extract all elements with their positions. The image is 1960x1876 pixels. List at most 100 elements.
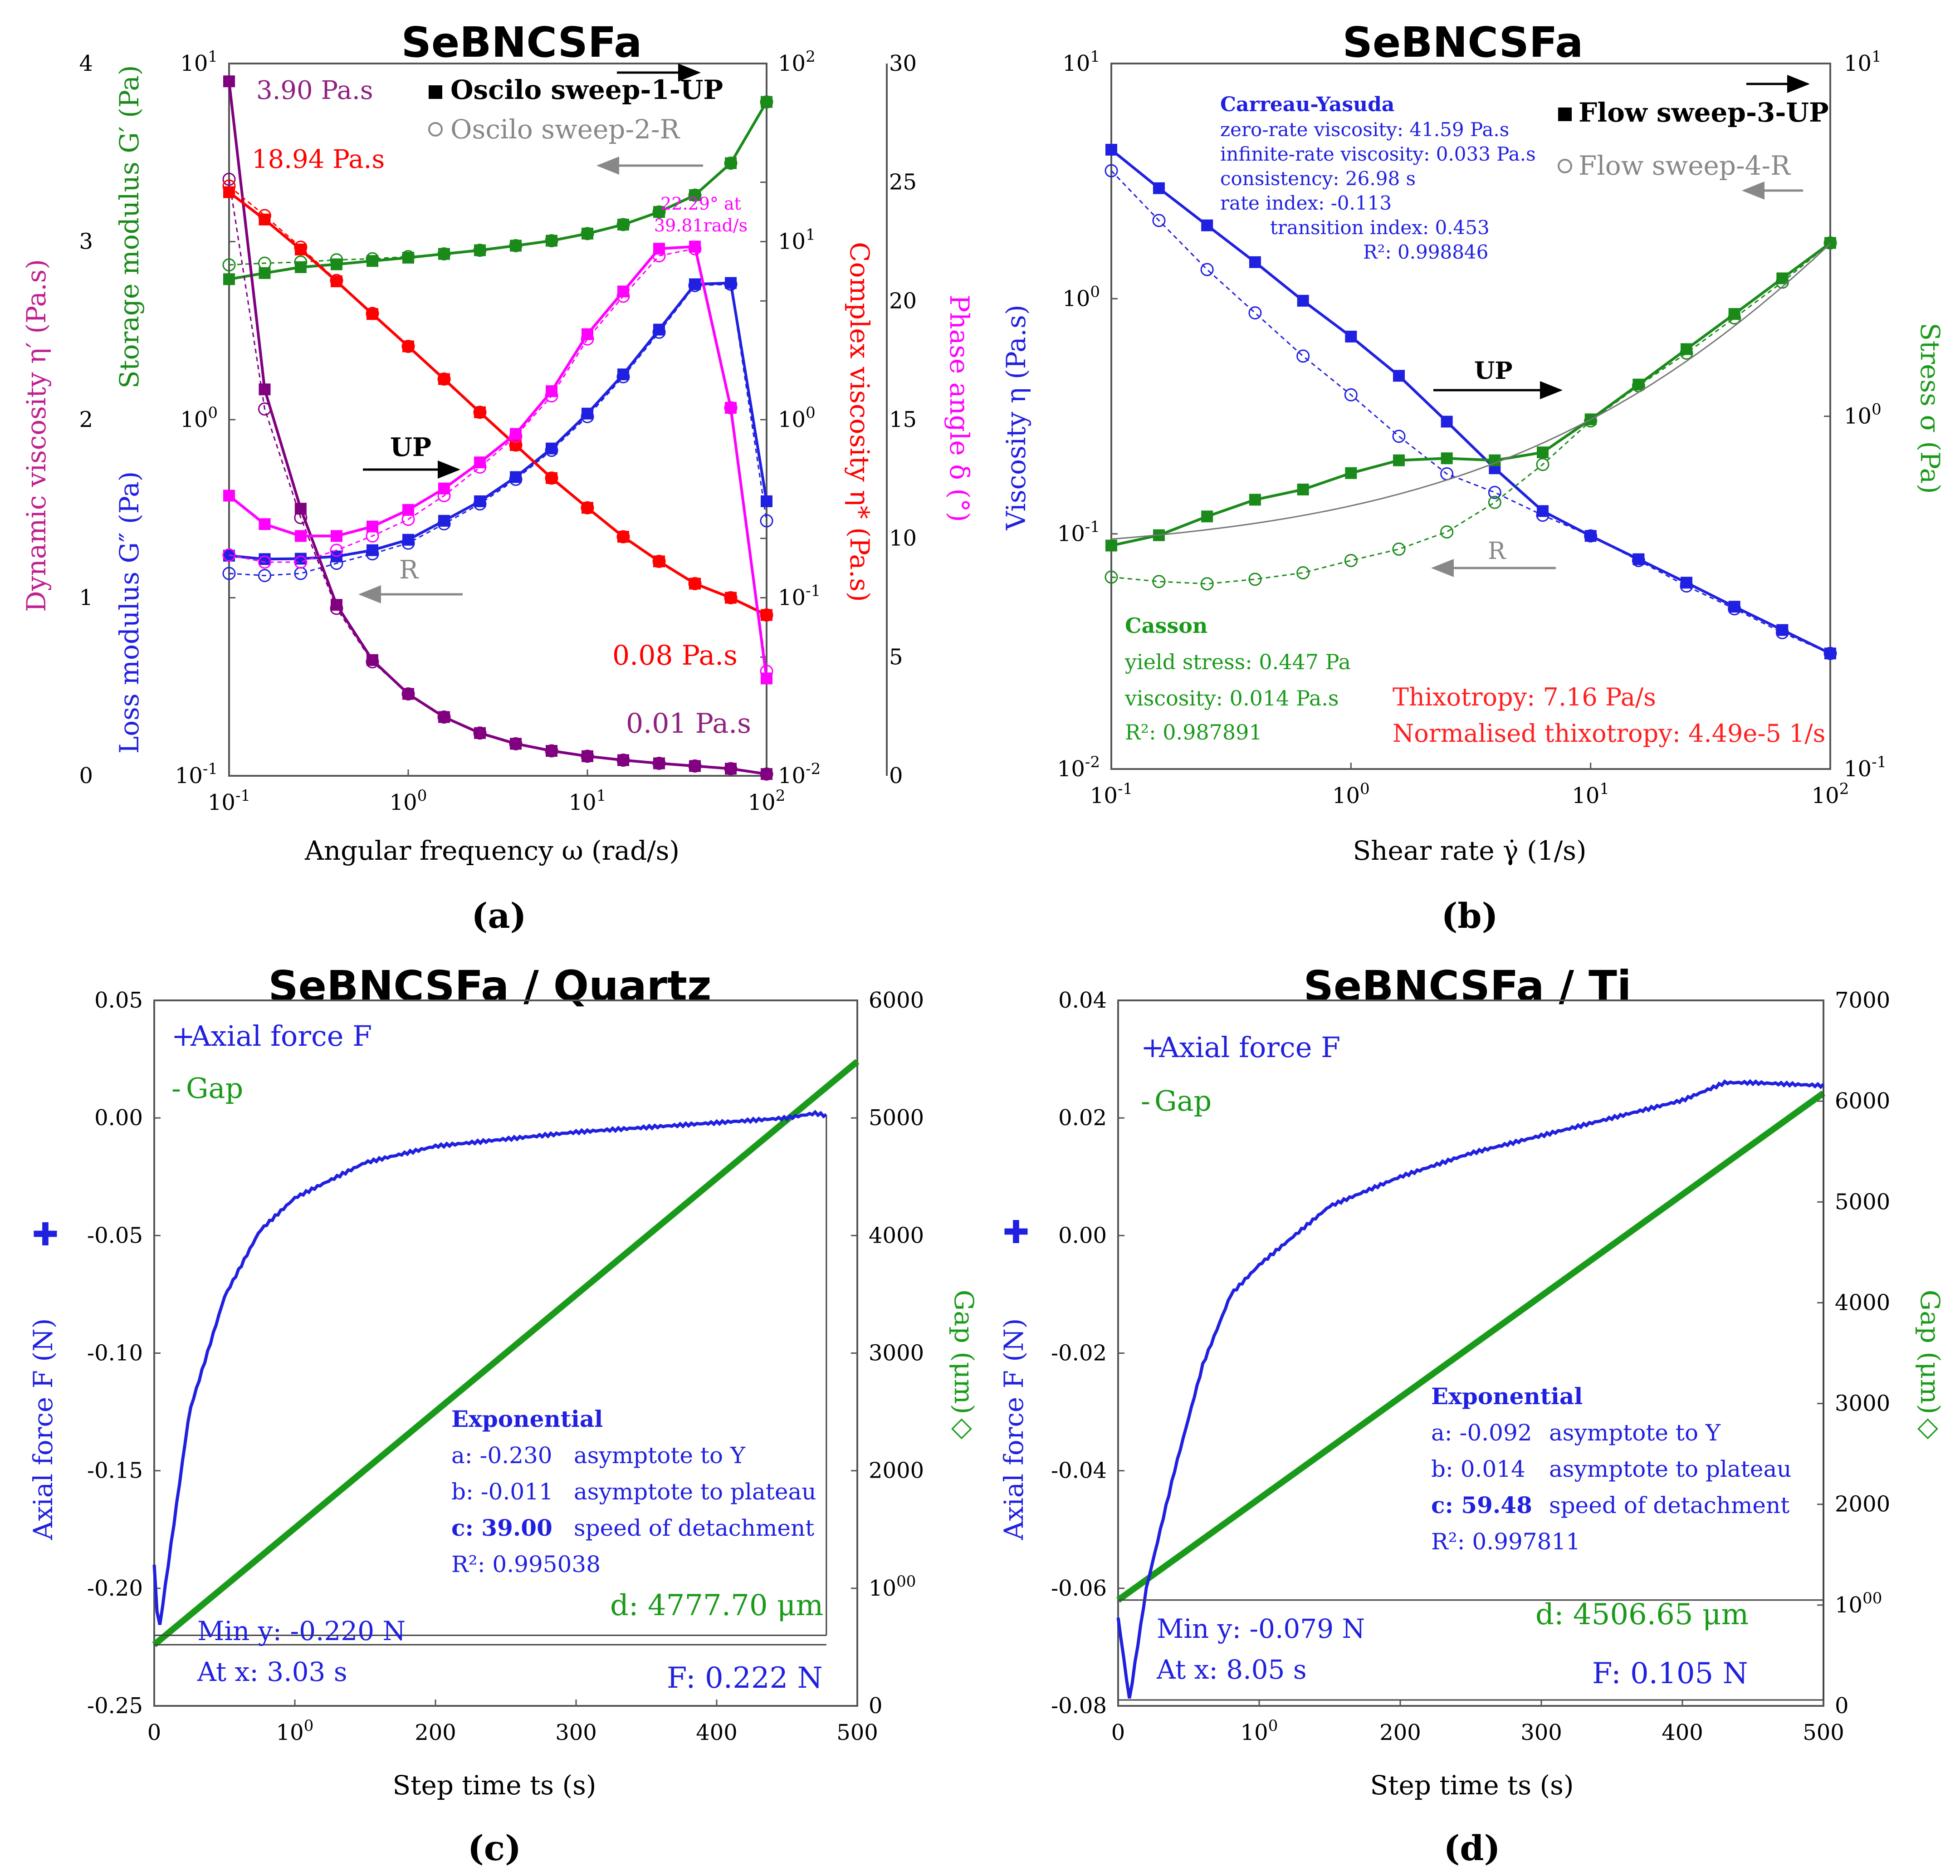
panel-a-G-R-point: [366, 547, 379, 561]
panel-c-right-tick-label: 6000: [869, 988, 924, 1013]
casson-line-0: yield stress: 0.447 Pa: [1124, 650, 1351, 674]
panel-c-x-tick-label: 400: [696, 1720, 738, 1745]
panel-a--R-point: [652, 554, 666, 568]
panel-a--R-point: [222, 179, 236, 193]
panel-a-G-R-point: [760, 514, 773, 528]
panel-a-G-R-point: [724, 278, 738, 291]
panel-d-series: [1116, 1079, 1826, 1701]
panel-c-fit-b-desc: asymptote to plateau: [574, 1479, 816, 1505]
panel-c-fit-c: c: 39.00: [451, 1514, 552, 1541]
carreau-title: Carreau-Yasuda: [1220, 93, 1394, 116]
panel-b-x-label: Shear rate γ̇ (1/s): [1353, 835, 1586, 866]
panel-a--R-point: [366, 529, 379, 543]
panel-b--UP-point: [1393, 370, 1405, 382]
legend-marker-circle-icon: [428, 122, 443, 137]
panel-a--UP-point: [761, 672, 772, 685]
panel-c-gap-line: [152, 1059, 860, 1647]
panel-a-left-inner-tick-label: 100: [180, 404, 218, 432]
panel-a-legend-up: Oscilo sweep-1-UP: [450, 74, 723, 105]
panel-a-x-tick-label: 102: [748, 787, 786, 815]
panel-b--R-point: [1248, 306, 1262, 320]
carreau-line-0: zero-rate viscosity: 41.59 Pa.s: [1220, 118, 1509, 141]
panel-c-legend-gap: Gap: [186, 1072, 243, 1105]
panel-c-right-tick-label: 1000: [869, 1572, 916, 1601]
panel-a-G-R-point: [581, 227, 594, 240]
panel-c-fit-r2: R²: 0.995038: [451, 1551, 601, 1577]
panel-c-min-y: Min y: -0.220 N: [197, 1616, 406, 1646]
panel-d-force-line: [1116, 1079, 1825, 1699]
panel-c-x-tick-label: 0: [147, 1720, 161, 1745]
panel-a-G-R-point: [616, 370, 630, 383]
panel-a--R-point: [652, 757, 666, 770]
panel-b--R-line: [1111, 242, 1831, 585]
legend-dash-icon: -: [1141, 1084, 1150, 1117]
casson-line-1: viscosity: 0.014 Pa.s: [1124, 686, 1339, 710]
panel-a-G-R-point: [616, 218, 630, 231]
panel-a-right-outer-tick-label: 0: [889, 763, 903, 789]
panel-b-legend-up: Flow sweep-3-UP: [1579, 97, 1829, 128]
panel-a--R-point: [581, 749, 594, 763]
panel-c-fit-b: b: -0.011: [451, 1479, 553, 1505]
panel-d-right-tick-label: 6000: [1835, 1088, 1890, 1114]
panel-a-G-R-point: [473, 244, 487, 257]
panel-b--R-line: [1110, 170, 1831, 654]
panel-a-eta-prime-max: 3.90 Pa.s: [256, 76, 373, 105]
panel-a--R-line: [229, 248, 767, 671]
panel-d-right-tick-label: 4000: [1835, 1290, 1890, 1315]
panel-b--UP-point: [1441, 416, 1453, 428]
panel-b--R-point: [1105, 570, 1118, 584]
panel-c-axial-force-label: Axial force F (N): [28, 1318, 59, 1541]
panel-c-force-line: [152, 1110, 827, 1625]
carreau-line-3: rate index: -0.113: [1220, 192, 1392, 214]
panel-b--UP-point: [1297, 294, 1309, 307]
panel-a-G-R-point: [509, 472, 523, 486]
panel-a-G-R-point: [545, 234, 558, 248]
panel-b-left-tick-label: 10-1: [1057, 518, 1100, 547]
panel-a-G-R-point: [258, 569, 271, 583]
panel-b--UP-point: [1537, 446, 1549, 459]
panel-a-G-R-point: [437, 517, 451, 531]
panel-b-r-label: R: [1488, 538, 1506, 565]
panel-b--UP-point: [1153, 182, 1165, 194]
panel-d-gap-label: Gap (μm): [1915, 1290, 1945, 1414]
panel-b--R-point: [1392, 542, 1406, 556]
panel-a-caption: (a): [471, 896, 526, 936]
panel-a--R-point: [222, 548, 236, 562]
panel-a-right-inner-tick-label: 10-2: [778, 760, 821, 789]
panel-b-caption: (b): [1441, 896, 1498, 936]
panel-b--R-point: [1823, 236, 1837, 250]
panel-a--R-point: [473, 460, 487, 474]
panel-b-title: SeBNCSFa: [1343, 18, 1584, 67]
panel-b--R-point: [1488, 485, 1501, 499]
legend-plus-icon: +: [171, 1019, 195, 1053]
panel-b-left-tick-label: 101: [1062, 48, 1100, 76]
panel-b--UP-line: [1110, 148, 1831, 655]
panel-a--R-point: [473, 726, 487, 740]
panel-a--R-point: [760, 608, 773, 622]
panel-b--R-point: [1200, 263, 1214, 276]
panel-a-G-R-point: [294, 255, 308, 269]
panel-b--R-point: [1488, 495, 1501, 509]
panel-a--R-point: [616, 289, 630, 303]
panel-c-series: [152, 1059, 860, 1647]
panel-c-right-tick-label: 0: [869, 1693, 883, 1719]
panel-c-fit-c-desc: speed of detachment: [574, 1515, 814, 1541]
panel-a-eta-star-max: 18.94 Pa.s: [252, 145, 385, 174]
panel-a-left-outer-tick-label: 4: [79, 51, 93, 76]
panel-a-up-label: UP: [390, 432, 431, 462]
panel-d-d-label: d: 4506.65 μm: [1535, 1598, 1749, 1631]
panel-a-series: [222, 75, 773, 781]
panel-b--R-point: [1440, 525, 1454, 539]
axial-force-marker-icon: ✚: [32, 1216, 59, 1253]
panel-a-G-UP-point: [223, 273, 235, 285]
panel-a-G-R-point: [330, 557, 343, 570]
panel-d-left-tick-label: 0.02: [1058, 1105, 1107, 1131]
panel-d-x-tick-label: 200: [1379, 1720, 1421, 1745]
panel-a--R-point: [258, 402, 271, 416]
panel-a-G-R-point: [724, 157, 738, 170]
panel-b-left-tick-label: 100: [1062, 283, 1100, 311]
panel-a-G-R-point: [581, 410, 594, 423]
panel-b--R-point: [1536, 509, 1549, 522]
